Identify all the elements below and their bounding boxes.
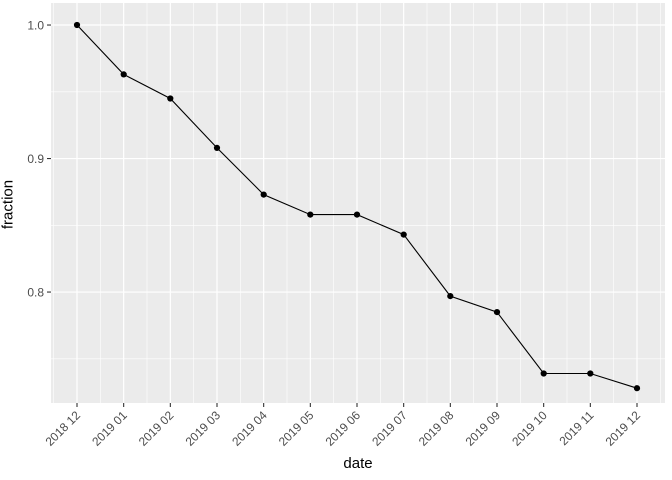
y-axis-title: fraction	[0, 179, 17, 230]
x-axis-title: date	[343, 455, 373, 472]
x-tick-label: 2019 02	[136, 408, 177, 449]
data-point	[167, 95, 174, 102]
axis-ticks	[47, 24, 638, 407]
data-point	[493, 309, 501, 316]
minor-gridlines	[51, 3, 665, 403]
y-tick-label: 0.9	[27, 152, 44, 166]
x-tick-label: 2019 09	[463, 408, 504, 449]
data-point	[540, 370, 547, 377]
data-point	[260, 191, 267, 198]
x-tick-label: 2019 08	[416, 408, 457, 449]
y-tick-label: 1.0	[27, 19, 44, 33]
data-point	[353, 211, 361, 218]
data-point	[120, 71, 127, 78]
x-tick-label: 2019 01	[89, 408, 130, 449]
data-points	[73, 21, 641, 392]
data-point	[400, 231, 407, 238]
x-tick-label: 2019 03	[183, 408, 224, 449]
x-tick-label: 2019 12	[603, 408, 644, 449]
data-point	[587, 370, 594, 377]
x-tick-label: 2019 07	[369, 408, 410, 449]
x-tick-label: 2019 04	[229, 408, 270, 449]
data-point	[307, 211, 314, 218]
data-point	[73, 21, 81, 29]
plot-panel	[51, 3, 665, 403]
major-gridlines	[51, 3, 665, 403]
x-tick-label: 2019 06	[323, 408, 364, 449]
y-tick-label: 0.8	[27, 286, 44, 300]
x-tick-label: 2019 11	[556, 408, 596, 448]
x-tick-label: 2019 05	[276, 408, 317, 449]
data-point	[447, 293, 454, 300]
x-tick-label: 2018 12	[43, 408, 84, 449]
data-point	[213, 144, 221, 151]
data-point	[633, 385, 641, 392]
x-tick-label: 2019 10	[509, 408, 550, 449]
